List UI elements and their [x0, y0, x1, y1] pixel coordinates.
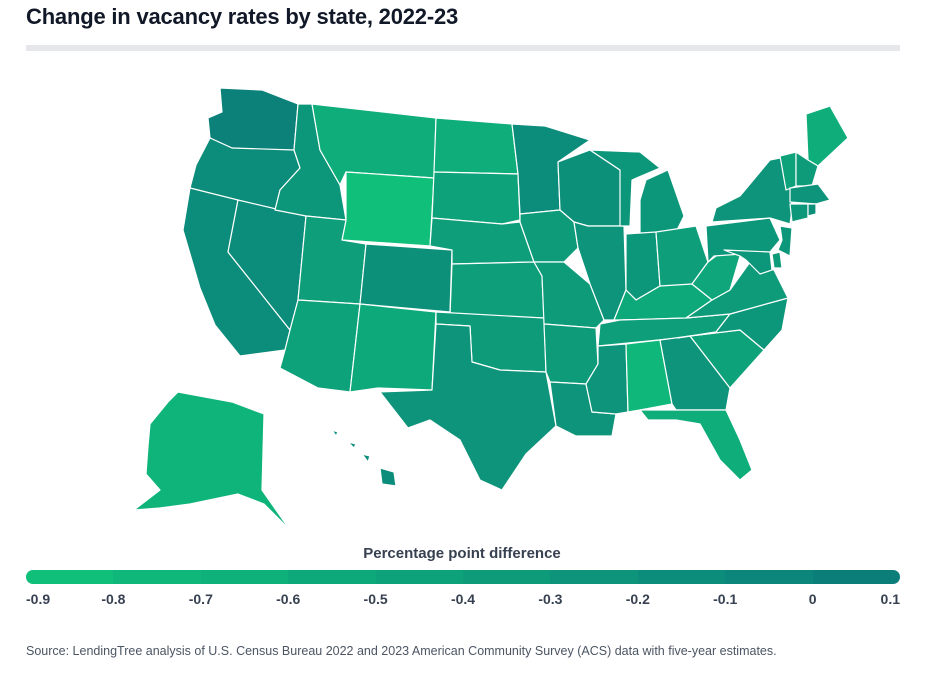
state-de[interactable]: [771, 251, 783, 269]
legend-title: Percentage point difference: [363, 545, 561, 562]
legend-segment: [375, 570, 464, 584]
legend-tick-label: -0.1: [713, 591, 738, 607]
legend-segment: [463, 570, 551, 584]
state-me[interactable]: [805, 105, 849, 167]
state-al[interactable]: [625, 339, 673, 413]
legend-tick-label: 0: [808, 591, 817, 607]
state-ma[interactable]: [789, 183, 831, 205]
title-divider: [26, 45, 900, 51]
state-tx[interactable]: [379, 323, 557, 491]
state-ny[interactable]: [711, 155, 793, 225]
state-ak[interactable]: [133, 391, 291, 531]
state-wy[interactable]: [341, 171, 435, 247]
state-va[interactable]: [685, 261, 789, 319]
state-ct[interactable]: [789, 203, 809, 223]
legend-segment: [637, 570, 726, 584]
legend-tick-label: -0.4: [450, 591, 476, 607]
state-nj[interactable]: [777, 225, 793, 257]
state-wa[interactable]: [207, 87, 299, 151]
legend-segment: [288, 570, 376, 584]
legend-segment: [26, 570, 114, 584]
state-sd[interactable]: [431, 171, 521, 225]
legend-tick-label: -0.5: [363, 591, 388, 607]
us-states-map: [133, 87, 849, 531]
legend-segment: [550, 570, 638, 584]
legend-tick-label: -0.3: [538, 591, 563, 607]
state-nh[interactable]: [795, 151, 819, 187]
legend-segment: [200, 570, 289, 584]
legend-segment: [812, 570, 900, 584]
legend-ticks: -0.9 -0.8 -0.7 -0.6 -0.5 -0.4 -0.3 -0.2 -0.1 0 0.1: [26, 591, 900, 611]
legend-segment: [113, 570, 201, 584]
state-hi[interactable]: [331, 429, 397, 487]
state-fl[interactable]: [639, 409, 753, 481]
source-note: Source: LendingTree analysis of U.S. Cen…: [26, 644, 777, 658]
chart-title: Change in vacancy rates by state, 2022-2…: [26, 4, 459, 29]
legend-tick-label: -0.6: [276, 591, 301, 607]
legend-segment: [725, 570, 813, 584]
state-md[interactable]: [723, 249, 773, 275]
state-nd[interactable]: [433, 117, 519, 175]
legend-tick-label: -0.2: [625, 591, 650, 607]
legend-tick-label: 0.1: [880, 591, 900, 607]
legend-tick-label: -0.7: [188, 591, 213, 607]
state-ar[interactable]: [543, 323, 599, 385]
state-ks[interactable]: [449, 261, 545, 319]
legend-tick-label: -0.9: [26, 591, 51, 607]
legend-color-scale: [26, 570, 900, 584]
state-nm[interactable]: [349, 303, 437, 393]
legend-tick-label: -0.8: [101, 591, 126, 607]
state-co[interactable]: [359, 243, 453, 313]
state-ri[interactable]: [807, 203, 817, 217]
